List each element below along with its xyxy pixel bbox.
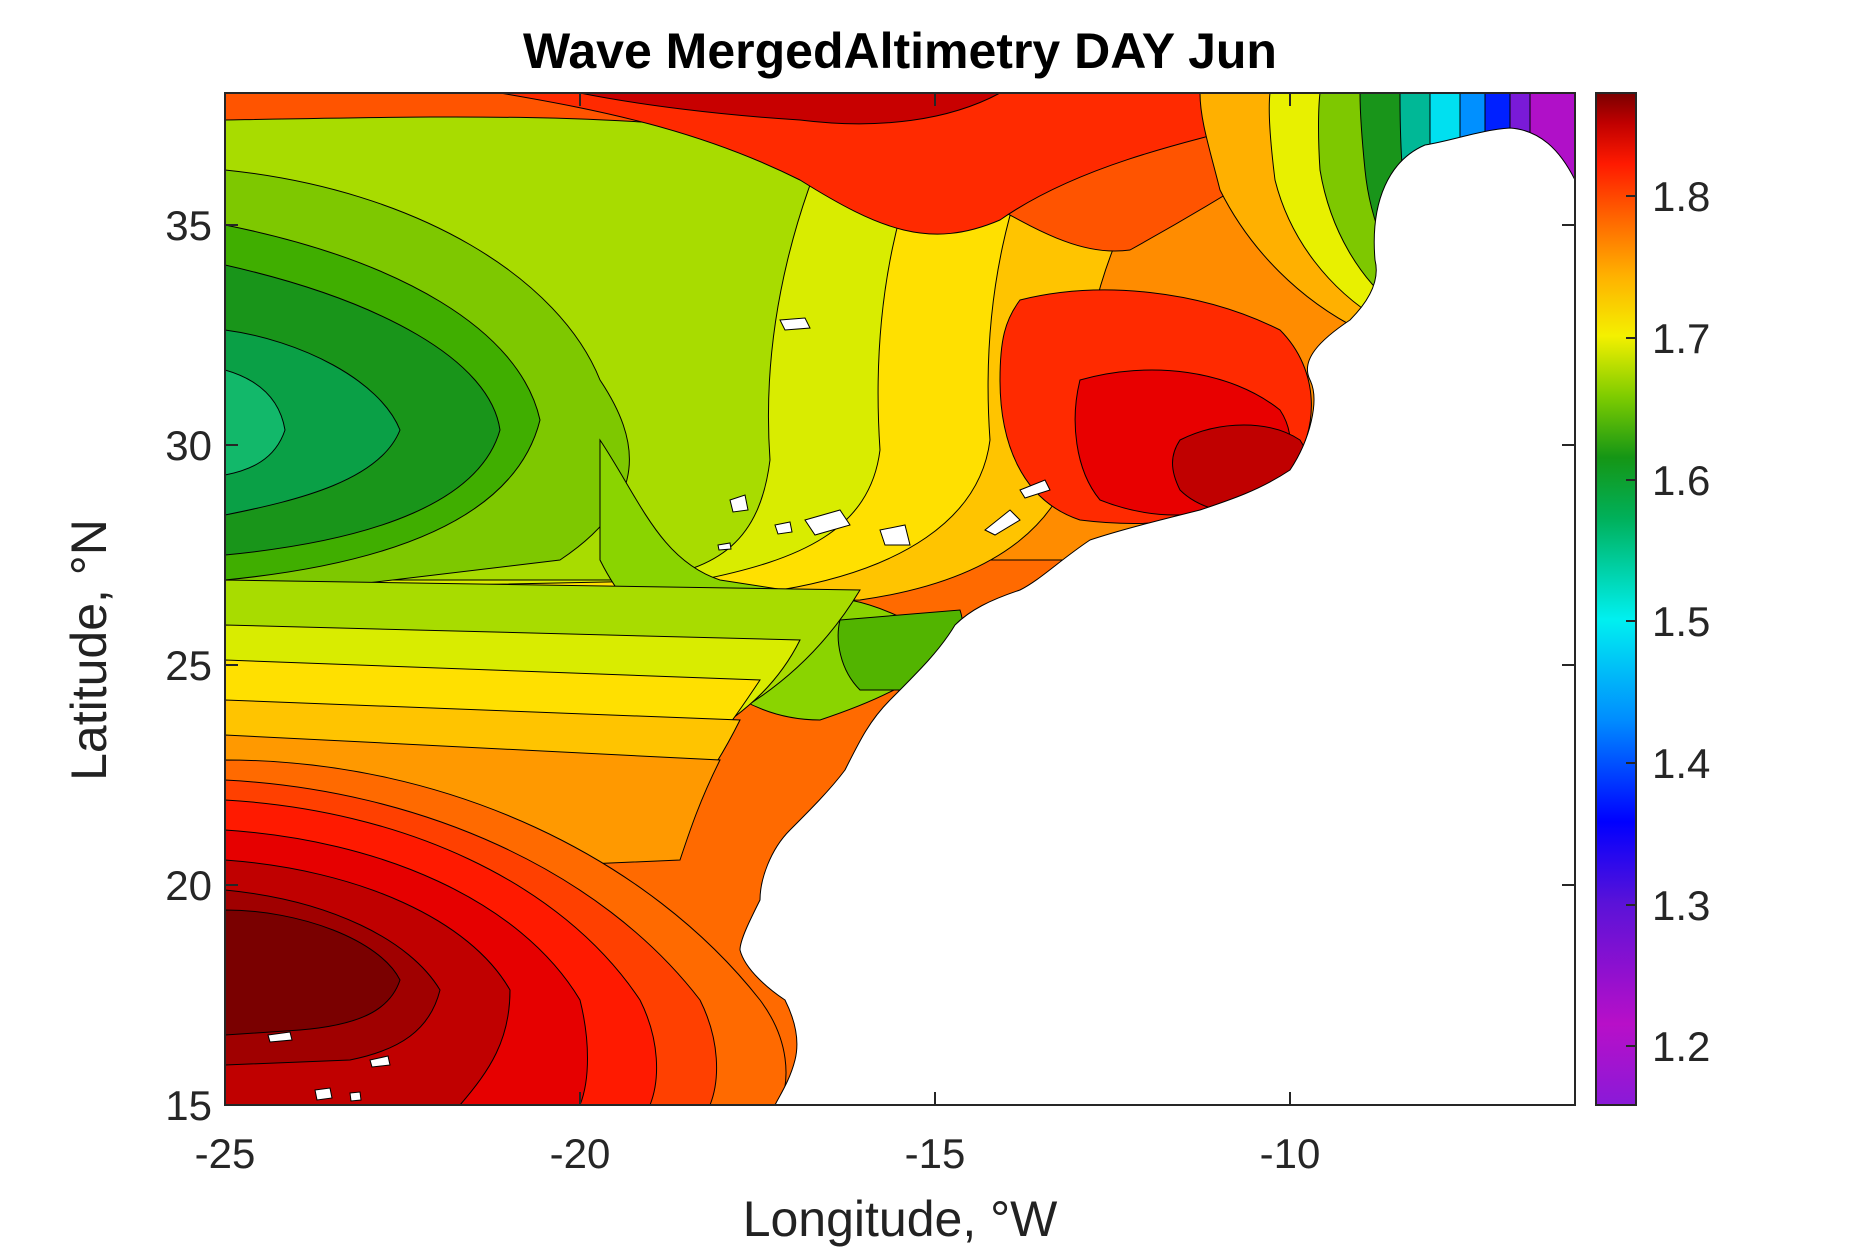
y-tick-label: 35 <box>165 202 212 249</box>
wave-height-field <box>225 93 1575 1105</box>
island <box>879 524 911 546</box>
island <box>369 1055 391 1068</box>
x-tick-label: -10 <box>1260 1130 1321 1177</box>
y-tick-label: 15 <box>165 1082 212 1129</box>
island <box>267 1031 293 1043</box>
colorbar-tick-label: 1.2 <box>1652 1023 1710 1070</box>
y-tick-label: 20 <box>165 862 212 909</box>
plot-frame <box>224 92 1576 1106</box>
island <box>774 521 793 535</box>
y-axis-label: Latitude, °N <box>61 519 117 781</box>
y-tick-label: 25 <box>165 642 212 689</box>
x-axis <box>224 93 1291 1105</box>
island <box>349 1091 362 1102</box>
x-tick-label: -25 <box>195 1130 256 1177</box>
island <box>729 494 749 513</box>
island <box>1019 479 1051 499</box>
map-title: Wave MergedAltimetry DAY Jun <box>523 23 1277 79</box>
colorbar-tick-label: 1.5 <box>1652 598 1710 645</box>
colorbar-tick-label: 1.4 <box>1652 740 1710 787</box>
colorbar-tick-label: 1.3 <box>1652 882 1710 929</box>
colorbar-tick-label: 1.7 <box>1652 315 1710 362</box>
island <box>717 542 732 551</box>
island <box>314 1087 333 1101</box>
island <box>804 509 851 536</box>
land-mass <box>739 93 1575 1105</box>
colorbar: 1.2 1.3 1.4 1.5 1.6 1.7 1.8 <box>1595 92 1710 1106</box>
x-tick-label: -20 <box>550 1130 611 1177</box>
y-tick-label: 30 <box>165 422 212 469</box>
colorbar-tick-label: 1.8 <box>1652 173 1710 220</box>
x-tick-label: -15 <box>905 1130 966 1177</box>
x-axis-label: Longitude, °W <box>742 1191 1058 1247</box>
y-axis <box>225 224 1575 1106</box>
island <box>779 317 811 331</box>
island <box>984 509 1021 536</box>
colorbar-tick-label: 1.6 <box>1652 457 1710 504</box>
